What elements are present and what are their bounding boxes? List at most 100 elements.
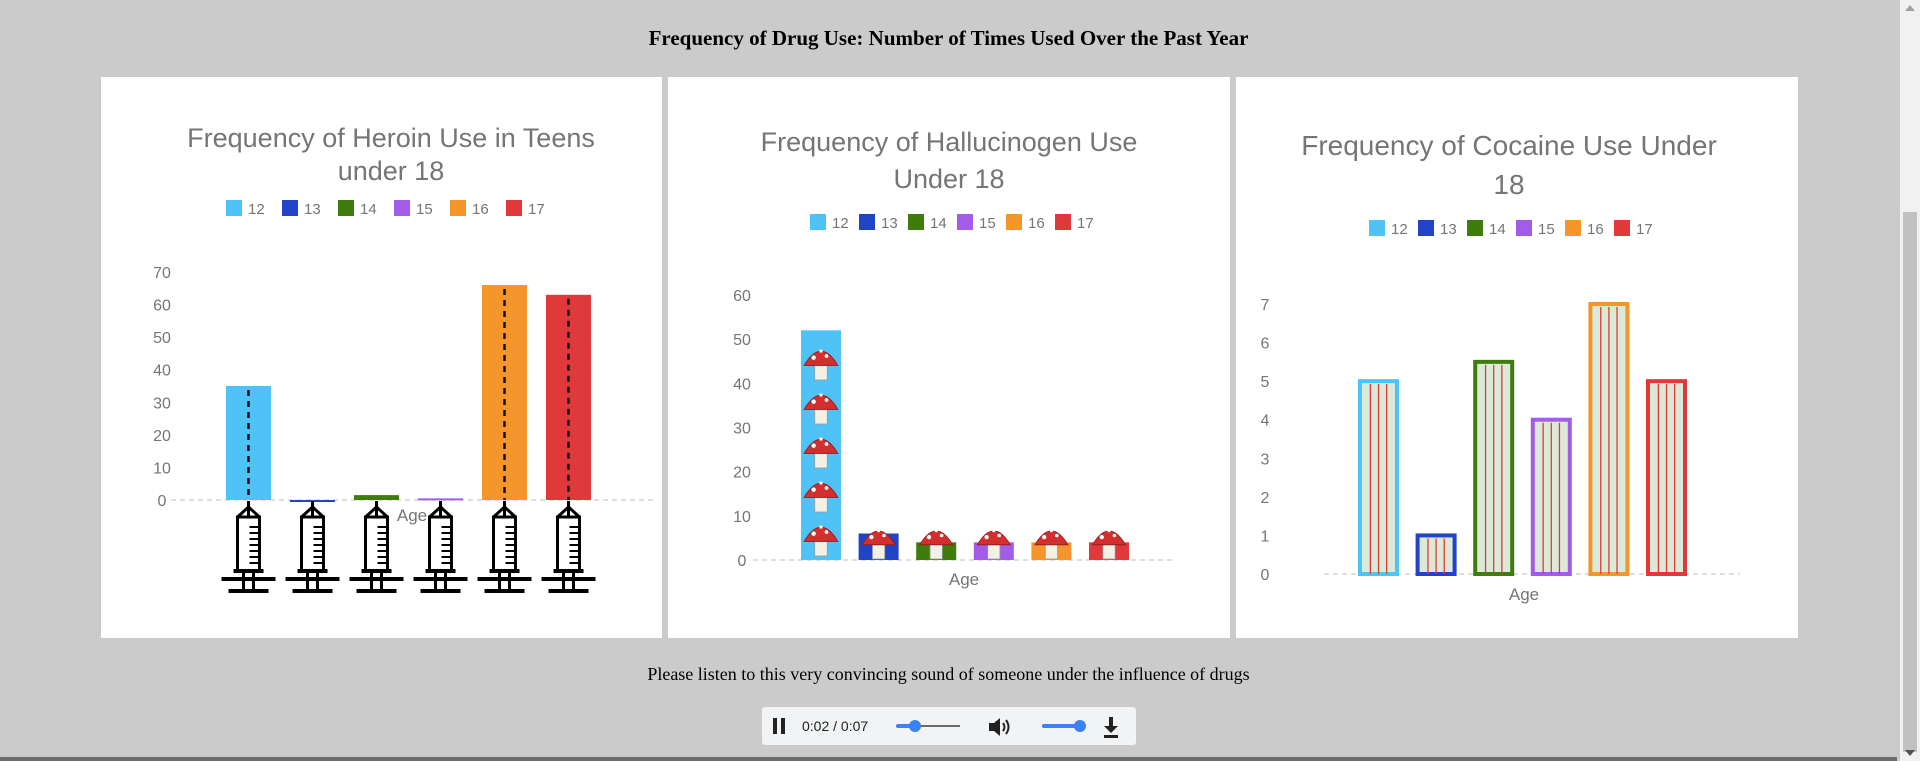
scroll-down-arrow-icon[interactable]: [1905, 750, 1915, 756]
bar-group: [1358, 379, 1399, 576]
pause-icon[interactable]: [772, 718, 786, 734]
chart-title: Under 18: [893, 164, 1004, 194]
legend-swatch: [1516, 220, 1532, 236]
y-tick-label: 6: [1261, 336, 1270, 353]
y-tick-label: 1: [1261, 528, 1270, 545]
legend-swatch: [506, 200, 522, 216]
legend-label: 17: [1636, 221, 1653, 238]
legend-swatch: [908, 214, 924, 230]
chart-title: Frequency of Heroin Use in Teens: [187, 123, 595, 153]
legend-swatch: [810, 214, 826, 230]
bar-group: [1031, 529, 1072, 560]
legend-label: 15: [979, 215, 996, 232]
y-tick-label: 40: [153, 363, 171, 380]
y-tick-label: 40: [733, 376, 751, 393]
audio-player[interactable]: 0:02 / 0:07: [762, 707, 1136, 745]
bar-group: [1530, 417, 1572, 577]
bar-group: [285, 500, 340, 593]
x-axis-label: Age: [1509, 585, 1539, 604]
legend-swatch: [394, 200, 410, 216]
legend-swatch: [1418, 220, 1434, 236]
legend-swatch: [450, 200, 466, 216]
mushroom-icon: [803, 437, 839, 469]
y-tick-label: 10: [153, 460, 171, 477]
legend-label: 13: [881, 215, 898, 232]
syringe-icon: [221, 501, 276, 593]
mushroom-icon: [1091, 529, 1127, 560]
legend-label: 14: [930, 215, 947, 232]
chart-title: Frequency of Cocaine Use Under: [1301, 130, 1717, 161]
bar-group: [1588, 302, 1630, 576]
y-tick-label: 4: [1261, 413, 1270, 430]
mushroom-icon: [803, 349, 839, 381]
legend-label: 15: [1538, 221, 1555, 238]
legend-swatch: [1006, 214, 1022, 230]
time-display: 0:02 / 0:07: [802, 718, 869, 734]
y-tick-label: 2: [1261, 490, 1270, 507]
legend-label: 12: [832, 215, 849, 232]
bar-group: [1646, 379, 1687, 576]
scrollbar-thumb[interactable]: [1903, 212, 1917, 752]
y-tick-label: 7: [1261, 297, 1270, 314]
mushroom-icon: [803, 525, 839, 557]
mushroom-icon: [803, 481, 839, 513]
syringe-icon: [349, 501, 404, 593]
legend-swatch: [1467, 220, 1483, 236]
bar-group: [221, 386, 276, 593]
y-tick-label: 20: [153, 428, 171, 445]
y-tick-label: 70: [153, 265, 171, 282]
legend-swatch: [1565, 220, 1581, 236]
mushroom-icon: [861, 529, 896, 560]
bottom-border: [0, 757, 1897, 761]
legend-label: 14: [360, 201, 377, 218]
bar: [354, 495, 399, 500]
hallucinogen-chart: Frequency of Hallucinogen Use Under 18 12 1…: [733, 127, 1175, 589]
y-tick-label: 20: [733, 465, 751, 482]
legend-label: 15: [416, 201, 433, 218]
legend-swatch: [226, 200, 242, 216]
x-axis-label: Age: [397, 506, 427, 525]
bar-group: [349, 495, 404, 593]
legend-label: 12: [1391, 221, 1408, 238]
legend-label: 13: [1440, 221, 1457, 238]
bar-group: [477, 285, 532, 593]
syringe-icon: [477, 501, 532, 593]
legend-swatch: [957, 214, 973, 230]
bar-group: [541, 294, 596, 593]
syringe-icon: [541, 501, 596, 593]
y-tick-label: 10: [733, 509, 751, 526]
legend-label: 14: [1489, 221, 1506, 238]
chart-title: under 18: [338, 156, 445, 186]
mushroom-icon: [976, 529, 1012, 560]
audio-caption: Please listen to this very convincing so…: [647, 664, 1250, 684]
legend-label: 16: [472, 201, 489, 218]
mushroom-icon: [1034, 529, 1069, 560]
mushroom-icon: [918, 529, 954, 560]
legend-swatch: [338, 200, 354, 216]
download-icon[interactable]: [1102, 716, 1120, 738]
legend-label: 17: [1077, 215, 1094, 232]
legend-swatch: [1614, 220, 1630, 236]
legend-label: 16: [1587, 221, 1604, 238]
mushroom-icon: [803, 393, 839, 425]
page-scrollbar[interactable]: [1900, 0, 1920, 761]
legend-swatch: [282, 200, 298, 216]
legend-label: 12: [248, 201, 265, 218]
legend-label: 16: [1028, 215, 1045, 232]
y-tick-label: 0: [158, 493, 167, 510]
legend-label: 17: [528, 201, 545, 218]
chart-title: Frequency of Hallucinogen Use: [761, 127, 1138, 157]
y-tick-label: 30: [733, 421, 751, 438]
y-tick-label: 50: [153, 330, 171, 347]
y-tick-label: 5: [1261, 374, 1270, 391]
syringe-icon: [413, 501, 468, 593]
speaker-icon[interactable]: [987, 716, 1013, 738]
volume-slider[interactable]: [1042, 718, 1086, 734]
scroll-up-arrow-icon[interactable]: [1905, 5, 1915, 11]
y-tick-label: 0: [1261, 567, 1270, 584]
progress-slider[interactable]: [896, 718, 960, 734]
legend-swatch: [1369, 220, 1385, 236]
y-tick-label: 0: [738, 553, 747, 570]
bar-group: [413, 498, 468, 593]
